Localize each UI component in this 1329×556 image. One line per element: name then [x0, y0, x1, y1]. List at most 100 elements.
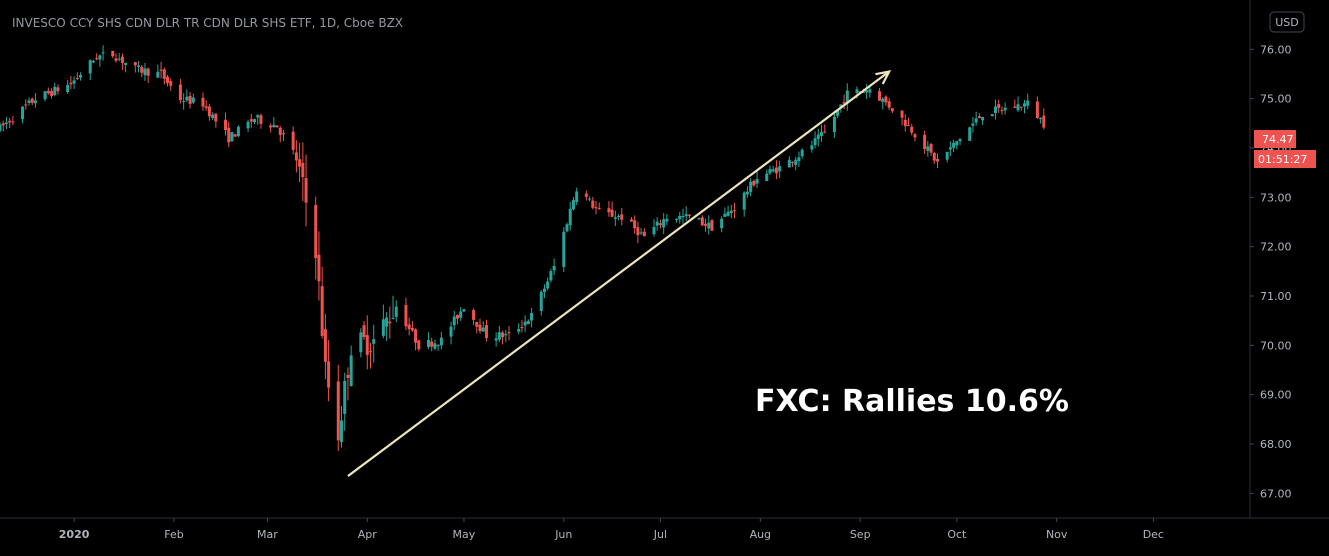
candle [613, 210, 617, 227]
candle [391, 295, 395, 320]
candle [433, 339, 437, 351]
candle [820, 124, 824, 142]
candle [997, 99, 1001, 113]
candle [823, 124, 827, 134]
candle [1039, 117, 1043, 124]
candle [977, 113, 981, 119]
trend-arrow-head [875, 70, 892, 85]
candle [710, 218, 714, 232]
candle [704, 218, 708, 232]
candle [95, 53, 99, 61]
candle [791, 161, 795, 168]
candle [993, 99, 997, 120]
candle [1019, 106, 1023, 112]
candle [224, 112, 228, 136]
time-tick-label: Apr [358, 528, 378, 541]
last-price-badge: 74.47 [1254, 130, 1296, 148]
candle [327, 339, 331, 402]
candle [143, 62, 147, 81]
candle [652, 219, 656, 237]
candle [66, 80, 70, 94]
candle [733, 202, 737, 219]
candle [414, 328, 418, 351]
candle [842, 94, 846, 110]
candle [159, 61, 163, 79]
candle [974, 111, 978, 126]
candle [394, 300, 398, 323]
candle [156, 64, 160, 78]
candle [117, 53, 121, 62]
price-tick-label: 67.00 [1260, 487, 1292, 500]
candle [294, 140, 298, 173]
candle [542, 284, 546, 299]
candle [407, 317, 411, 336]
candle [459, 307, 463, 321]
candle [124, 62, 128, 73]
candle [658, 219, 662, 229]
candle [765, 169, 769, 182]
candle [549, 268, 553, 283]
candle [385, 312, 389, 341]
candle [562, 227, 566, 273]
candle [923, 130, 927, 154]
candle [752, 179, 756, 187]
candle [675, 218, 679, 223]
time-tick-label: Sep [850, 528, 871, 541]
candle [1042, 108, 1046, 130]
candle [520, 320, 524, 333]
candle [346, 367, 350, 401]
candle [388, 306, 392, 339]
time-tick-label: Oct [947, 528, 967, 541]
candle [900, 110, 904, 126]
candle [137, 61, 141, 73]
candle [4, 117, 8, 130]
candle [417, 339, 421, 352]
candle [30, 97, 34, 106]
candle [230, 131, 234, 143]
candle [723, 207, 727, 217]
trend-arrow [347, 70, 892, 477]
time-tick-label: Aug [750, 528, 771, 541]
countdown-badge: 01:51:27 [1254, 150, 1316, 168]
chart-title: INVESCO CCY SHS CDN DLR TR CDN DLR SHS E… [12, 16, 403, 30]
candle [207, 104, 211, 121]
candle [169, 78, 173, 91]
candle [597, 202, 601, 210]
candle [320, 266, 324, 339]
candle [816, 128, 820, 147]
candle [945, 151, 949, 163]
candle [269, 123, 273, 133]
candle [253, 118, 257, 124]
candle [146, 67, 150, 84]
candle [343, 372, 347, 431]
time-tick-label: Dec [1143, 528, 1164, 541]
candle [339, 406, 343, 448]
time-tick-label: 2020 [59, 528, 90, 541]
candle [50, 88, 54, 99]
candle [278, 126, 282, 143]
candle [778, 160, 782, 179]
candle [204, 100, 208, 111]
candle [955, 141, 959, 150]
candle [188, 92, 192, 109]
candle [642, 228, 646, 237]
candle [178, 78, 182, 104]
candle [336, 364, 340, 451]
candle [249, 113, 253, 128]
candle [472, 308, 476, 326]
candle [990, 113, 994, 117]
candle [497, 325, 501, 343]
price-tick-label: 73.00 [1260, 191, 1292, 204]
candle [272, 116, 276, 128]
candle [233, 133, 237, 137]
price-tick-label: 75.00 [1260, 93, 1292, 106]
candle [810, 140, 814, 153]
currency-button[interactable]: USD [1269, 11, 1305, 33]
candle [191, 93, 195, 105]
countdown-value: 01:51:27 [1258, 153, 1307, 166]
candle [832, 110, 836, 138]
candle [755, 171, 759, 188]
candle [43, 90, 47, 102]
candle [314, 196, 318, 280]
